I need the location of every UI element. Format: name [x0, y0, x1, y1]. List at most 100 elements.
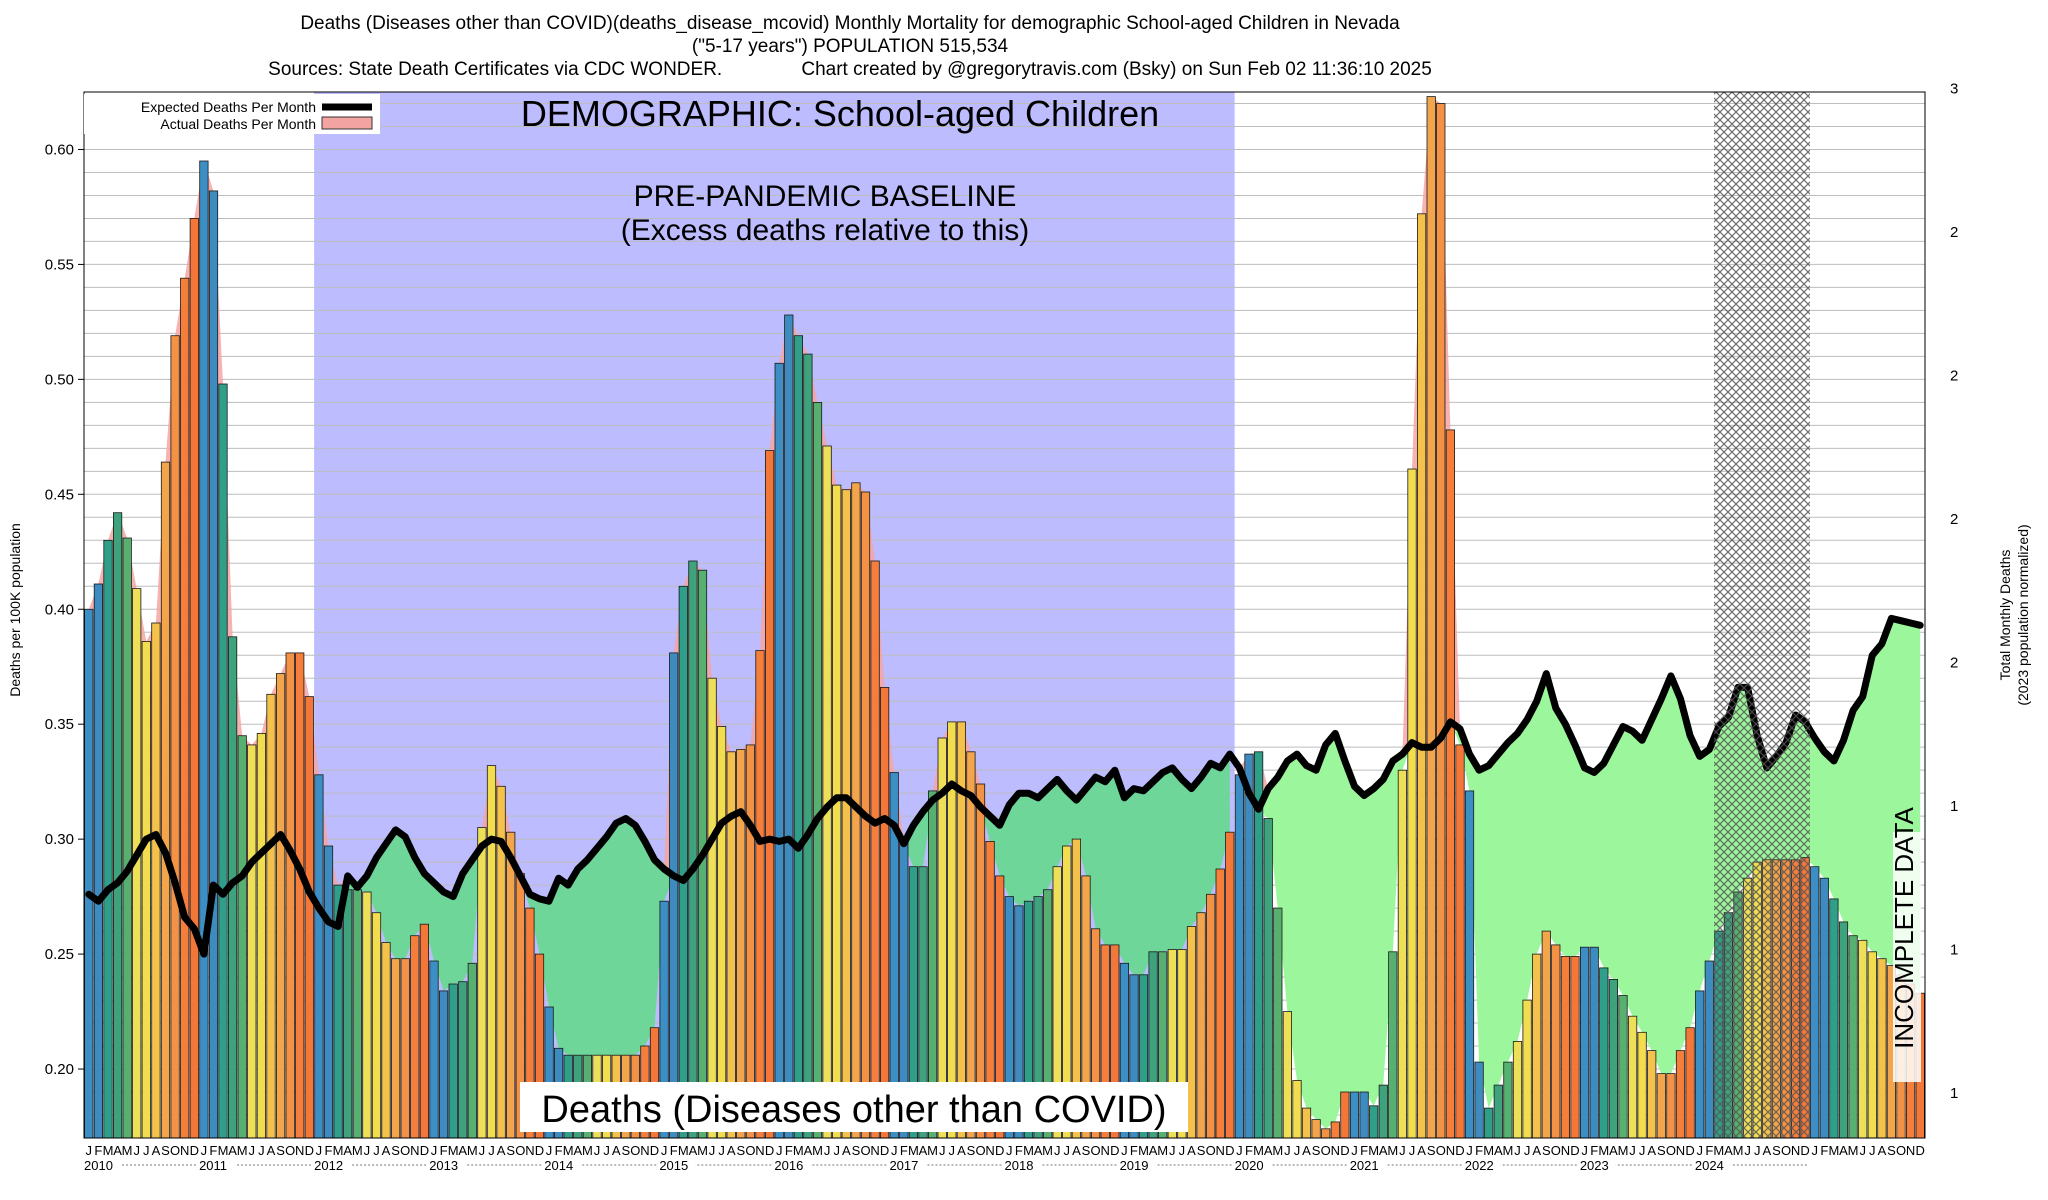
- bar: [371, 912, 382, 1139]
- legend: Expected Deaths Per Month Actual Deaths …: [84, 94, 380, 134]
- x-month-label: F: [1130, 1143, 1138, 1158]
- x-month-label: M: [908, 1143, 919, 1158]
- x-month-label: J: [1236, 1143, 1243, 1158]
- expected-line: [85, 614, 1924, 958]
- bar: [1417, 213, 1427, 1139]
- x-month-label: J: [1696, 1143, 1703, 1158]
- x-month-label: O: [975, 1143, 985, 1158]
- deficit-fill: [88, 754, 1230, 1056]
- x-year-label: 2012: [314, 1158, 343, 1173]
- x-month-label: N: [410, 1143, 419, 1158]
- x-month-label: O: [1091, 1143, 1101, 1158]
- bar: [1388, 951, 1398, 1139]
- bar: [1464, 790, 1475, 1139]
- x-month-label: D: [420, 1143, 429, 1158]
- x-month-label: F: [1015, 1143, 1023, 1158]
- bar: [343, 889, 353, 1139]
- x-month-label: D: [880, 1143, 889, 1158]
- x-month-label: J: [949, 1143, 956, 1158]
- x-month-label: D: [1455, 1143, 1464, 1158]
- x-month-label: J: [133, 1143, 140, 1158]
- x-month-label: J: [1859, 1143, 1866, 1158]
- x-month-label: M: [1618, 1143, 1629, 1158]
- x-year-label-bg: [772, 1157, 811, 1171]
- x-month-label: A: [1072, 1143, 1081, 1158]
- x-month-label: S: [852, 1143, 861, 1158]
- x-month-label: J: [479, 1143, 486, 1158]
- x-month-label: D: [1685, 1143, 1694, 1158]
- bar: [438, 990, 449, 1139]
- x-month-label: O: [1436, 1143, 1446, 1158]
- x-month-label: M: [927, 1143, 938, 1158]
- x-month-label: M: [1368, 1143, 1379, 1158]
- x-month-label: M: [1253, 1143, 1264, 1158]
- x-month-label: A: [152, 1143, 161, 1158]
- x-month-label: F: [1590, 1143, 1598, 1158]
- bar: [688, 560, 698, 1139]
- x-month-label: S: [1887, 1143, 1896, 1158]
- x-month-label: J: [1466, 1143, 1473, 1158]
- x-month-label: A: [804, 1143, 813, 1158]
- x-month-label: F: [1820, 1143, 1828, 1158]
- bar: [1675, 1050, 1686, 1139]
- bar: [745, 744, 756, 1139]
- bar: [793, 335, 804, 1139]
- bar: [314, 774, 324, 1139]
- x-month-label: M: [1598, 1143, 1609, 1158]
- x-month-label: A: [1264, 1143, 1273, 1158]
- x-month-label: J: [939, 1143, 946, 1158]
- bar: [1234, 774, 1244, 1139]
- title-line-3: Sources: State Death Certificates via CD…: [268, 59, 1432, 80]
- bar: [295, 652, 305, 1139]
- bar: [1570, 956, 1580, 1139]
- legend-actual-swatch: [321, 116, 373, 130]
- bar: [151, 622, 161, 1139]
- x-month-label: J: [1294, 1143, 1301, 1158]
- x-month-label: A: [1724, 1143, 1733, 1158]
- bar: [1215, 868, 1225, 1139]
- x-month-label: N: [180, 1143, 189, 1158]
- x-month-label: A: [1302, 1143, 1311, 1158]
- x-month-label: A: [612, 1143, 621, 1158]
- bar: [1551, 944, 1561, 1139]
- bar: [803, 353, 813, 1139]
- x-month-label: D: [190, 1143, 199, 1158]
- x-month-label: J: [1639, 1143, 1646, 1158]
- x-month-label: N: [1561, 1143, 1570, 1158]
- y-tick-label: 0.30: [45, 831, 74, 848]
- bar: [323, 845, 334, 1139]
- x-month-label: D: [650, 1143, 659, 1158]
- x-month-label: J: [431, 1143, 438, 1158]
- x-month-label: N: [1216, 1143, 1225, 1158]
- bar: [1206, 893, 1216, 1139]
- bar: [1455, 744, 1465, 1139]
- x-year-label-bg: [82, 1157, 120, 1171]
- bar: [1532, 953, 1542, 1139]
- x-month-label: F: [555, 1143, 563, 1158]
- x-month-label: A: [497, 1143, 506, 1158]
- title-line-1: Deaths (Diseases other than COVID)(death…: [300, 13, 1400, 34]
- x-month-label: J: [603, 1143, 610, 1158]
- bar: [208, 190, 219, 1139]
- bottom-label: Deaths (Diseases other than COVID): [541, 1089, 1166, 1131]
- x-month-label: D: [995, 1143, 1004, 1158]
- bar: [1426, 96, 1436, 1139]
- y-tick-label: 0.35: [45, 716, 74, 733]
- x-month-label: M: [448, 1143, 459, 1158]
- x-month-label: N: [870, 1143, 879, 1158]
- x-month-label: M: [678, 1143, 689, 1158]
- bar: [1685, 1027, 1695, 1139]
- bar: [1512, 1041, 1523, 1139]
- x-month-label: J: [594, 1143, 601, 1158]
- x-month-label: S: [276, 1143, 285, 1158]
- bar: [1637, 1031, 1647, 1139]
- bar: [352, 889, 362, 1139]
- x-month-label: J: [1351, 1143, 1358, 1158]
- x-month-label: M: [1733, 1143, 1744, 1158]
- x-month-label: N: [1331, 1143, 1340, 1158]
- bar: [486, 765, 497, 1139]
- x-month-label: M: [1848, 1143, 1859, 1158]
- x-month-label: J: [1744, 1143, 1751, 1158]
- bar: [304, 696, 314, 1139]
- bar: [832, 484, 842, 1139]
